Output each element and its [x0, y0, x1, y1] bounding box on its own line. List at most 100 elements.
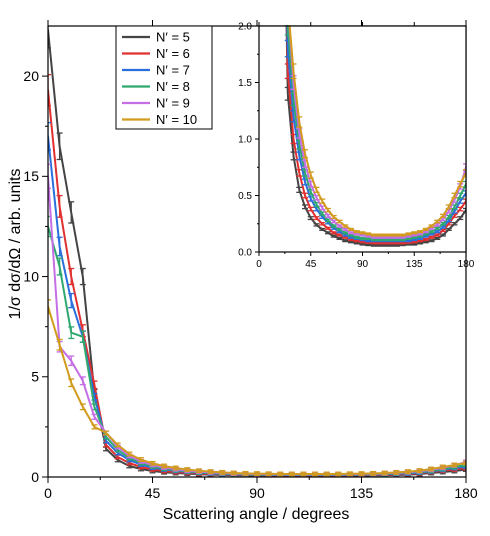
inset-errorbar: [313, 223, 320, 227]
main-errorbar: [335, 471, 342, 477]
inset-errorbar: [313, 216, 320, 221]
inset-errorbar: [325, 207, 331, 213]
inset-y-tick-label: 1.0: [238, 135, 252, 146]
main-x-tick-label: 45: [145, 485, 161, 501]
main-errorbar: [439, 464, 446, 470]
inset-errorbar: [319, 205, 326, 211]
inset-plot-panel: 0 45 90 135 180 0.0 0.5 1.0 1.5 2.0: [238, 0, 475, 271]
inset-errorbar: [434, 236, 441, 240]
main-errorbar: [48, 25, 51, 49]
inset-errorbar: [296, 116, 303, 128]
main-errorbar: [254, 471, 260, 477]
inset-errorbar: [307, 206, 314, 212]
main-errorbar: [312, 471, 319, 477]
inset-errorbar: [434, 230, 441, 234]
main-errorbar: [79, 403, 86, 411]
inset-errorbar: [319, 221, 326, 226]
main-y-tick-label: 20: [23, 68, 39, 84]
main-x-tick-label: 135: [350, 485, 374, 501]
inset-errorbar: [330, 219, 337, 224]
main-x-tick-label: 180: [454, 485, 478, 501]
inset-errorbar: [336, 224, 343, 228]
inset-errorbar: [463, 180, 466, 188]
main-errorbar: [114, 442, 121, 448]
inset-errorbar: [285, 0, 291, 13]
inset-errorbar: [330, 214, 337, 220]
main-y-tick-label: 15: [23, 168, 39, 184]
inset-errorbar: [353, 235, 360, 239]
main-errorbar: [370, 470, 377, 476]
inset-errorbar: [399, 233, 406, 237]
main-errorbar: [56, 194, 63, 218]
inset-errorbar: [434, 233, 441, 237]
inset-errorbar: [359, 236, 366, 240]
main-errorbar: [184, 467, 191, 473]
inset-errorbar: [422, 238, 429, 242]
main-errorbar: [91, 424, 98, 430]
inset-errorbar: [434, 226, 441, 230]
inset-errorbar: [463, 169, 466, 177]
main-errorbar: [172, 465, 179, 471]
inset-series-n-10: [285, 0, 466, 237]
inset-x-tick-label: 135: [406, 259, 423, 270]
main-errorbar: [288, 471, 295, 477]
inset-errorbar: [445, 204, 452, 210]
main-errorbar: [346, 471, 353, 477]
inset-errorbar: [290, 63, 297, 80]
main-errorbar: [149, 460, 156, 466]
inset-errorbar: [428, 230, 435, 234]
inset-errorbar: [319, 227, 326, 231]
inset-errorbar: [463, 163, 466, 172]
main-errorbar: [79, 267, 86, 286]
inset-errorbar: [451, 221, 458, 226]
main-y-tick-label: 5: [31, 369, 39, 385]
main-x-tick-label: 0: [44, 485, 52, 501]
main-errorbar: [48, 299, 51, 315]
inset-errorbar: [330, 224, 337, 228]
main-y-tick-label: 0: [31, 469, 39, 485]
inset-errorbar: [463, 198, 466, 204]
main-errorbar: [463, 460, 466, 466]
inset-errorbar: [307, 216, 314, 221]
main-errorbar: [242, 470, 249, 476]
inset-errorbar: [348, 231, 354, 235]
inset-errorbar: [394, 233, 400, 237]
legend-item-n-10: N′ = 10: [122, 112, 197, 127]
main-errorbar: [265, 471, 272, 477]
inset-errorbar: [359, 231, 366, 235]
main-errorbar: [404, 469, 411, 475]
main-series-layer: [48, 25, 466, 477]
inset-errorbar: [463, 190, 466, 197]
main-errorbar: [56, 257, 63, 276]
main-errorbar: [68, 355, 75, 367]
main-errorbar: [300, 471, 307, 477]
inset-errorbar: [325, 231, 331, 235]
inset-errorbar: [422, 227, 429, 231]
inset-errorbar: [365, 232, 372, 236]
inset-x-tick-label: 0: [256, 259, 262, 270]
main-errorbar: [103, 430, 110, 436]
inset-errorbar: [440, 233, 446, 237]
inset-errorbar: [302, 149, 308, 159]
main-errorbar: [161, 463, 168, 469]
legend-item-n-5: N′ = 5: [122, 30, 190, 45]
legend: N′ = 5N′ = 6 N′ = 7N′ = 8 N′ = 9N′ = 10: [115, 25, 213, 130]
main-errorbar: [68, 326, 75, 340]
legend-item-n-7: N′ = 7: [122, 63, 190, 78]
main-y-tick-label: 10: [23, 268, 39, 284]
main-errorbar: [68, 267, 75, 286]
inset-errorbar: [325, 213, 331, 218]
main-errorbar: [126, 451, 133, 457]
legend-label: N′ = 9: [156, 96, 190, 111]
main-errorbar: [68, 292, 75, 309]
inset-errorbar: [296, 169, 303, 177]
inset-errorbar: [382, 233, 389, 237]
inset-errorbar: [411, 231, 418, 235]
inset-errorbar: [336, 227, 343, 231]
inset-y-tick-label: 0.5: [238, 191, 252, 202]
main-errorbar: [416, 468, 423, 474]
inset-errorbar: [440, 213, 446, 218]
main-errorbar: [79, 330, 86, 343]
main-errorbar: [428, 466, 435, 472]
